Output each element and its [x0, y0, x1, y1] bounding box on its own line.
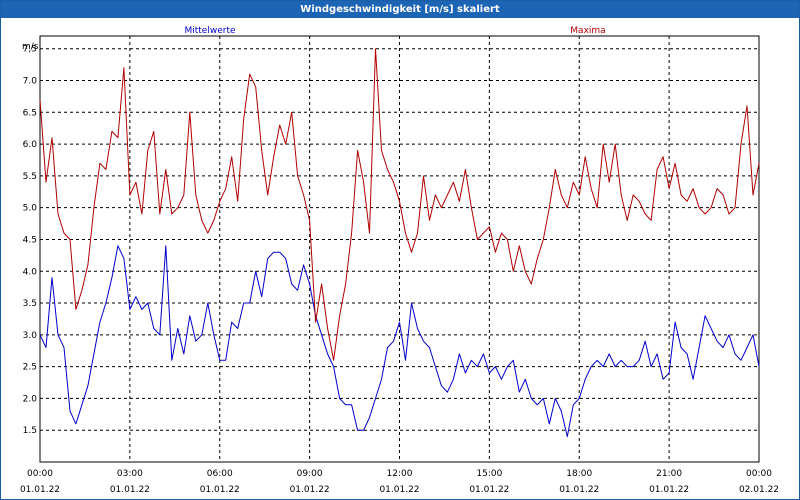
y-axis-ticks: 1.5 2.0 2.5 3.0 3.5 4.0 4.5 5.0 5.5 6.0 6.5 7.0 7,5	[23, 45, 38, 436]
y-tick-label: 6.5	[23, 108, 37, 118]
chart-title: Windgeschwindigkeit [m/s] skaliert	[1, 1, 799, 18]
x-tick-date: 01.01.22	[379, 485, 419, 495]
y-tick-label: 4.5	[23, 235, 37, 245]
y-axis-unit-label: m/s	[22, 42, 39, 52]
y-tick-label: 4.0	[23, 267, 38, 277]
grid-lines	[40, 36, 759, 462]
x-tick-time: 18:00	[566, 469, 592, 479]
y-tick-label: 5.5	[23, 172, 37, 182]
y-tick-label: 2.5	[23, 363, 37, 373]
y-tick-label: 7,5	[23, 45, 37, 55]
data-series	[39, 48, 760, 438]
x-tick-date: 01.01.22	[649, 485, 689, 495]
x-tick-date: 02.01.22	[739, 485, 779, 495]
x-tick-time: 21:00	[656, 469, 682, 479]
x-axis-ticks: 00:00 01.01.22 03:00 01.01.22 06:00 01.01.22 0…	[20, 469, 779, 495]
x-tick-date: 01.01.22	[110, 485, 150, 495]
legend-maxima: Maxima	[570, 26, 605, 36]
x-tick-date: 01.01.22	[200, 485, 240, 495]
x-tick-time: 09:00	[297, 469, 323, 479]
y-tick-label: 7.0	[23, 77, 38, 87]
x-tick-date: 01.01.22	[559, 485, 599, 495]
y-tick-label: 5.0	[23, 204, 38, 214]
x-tick-time: 06:00	[207, 469, 233, 479]
y-tick-label: 1.5	[23, 426, 37, 436]
x-tick-date: 01.01.22	[20, 485, 60, 495]
y-tick-label: 6.0	[23, 140, 38, 150]
x-tick-time: 15:00	[476, 469, 502, 479]
x-tick-time: 12:00	[387, 469, 413, 479]
series-line-maxima	[39, 48, 760, 361]
x-tick-time: 03:00	[117, 469, 143, 479]
x-tick-date: 01.01.22	[290, 485, 330, 495]
y-tick-label: 3.5	[23, 299, 37, 309]
x-tick-time: 00:00	[746, 469, 772, 479]
x-tick-time: 00:00	[27, 469, 53, 479]
legend-mittelwerte: Mittelwerte	[184, 26, 235, 36]
y-tick-label: 3.0	[23, 331, 38, 341]
series-line-mittelwerte	[39, 245, 760, 438]
y-tick-label: 2.0	[23, 394, 38, 404]
x-tick-date: 01.01.22	[469, 485, 509, 495]
